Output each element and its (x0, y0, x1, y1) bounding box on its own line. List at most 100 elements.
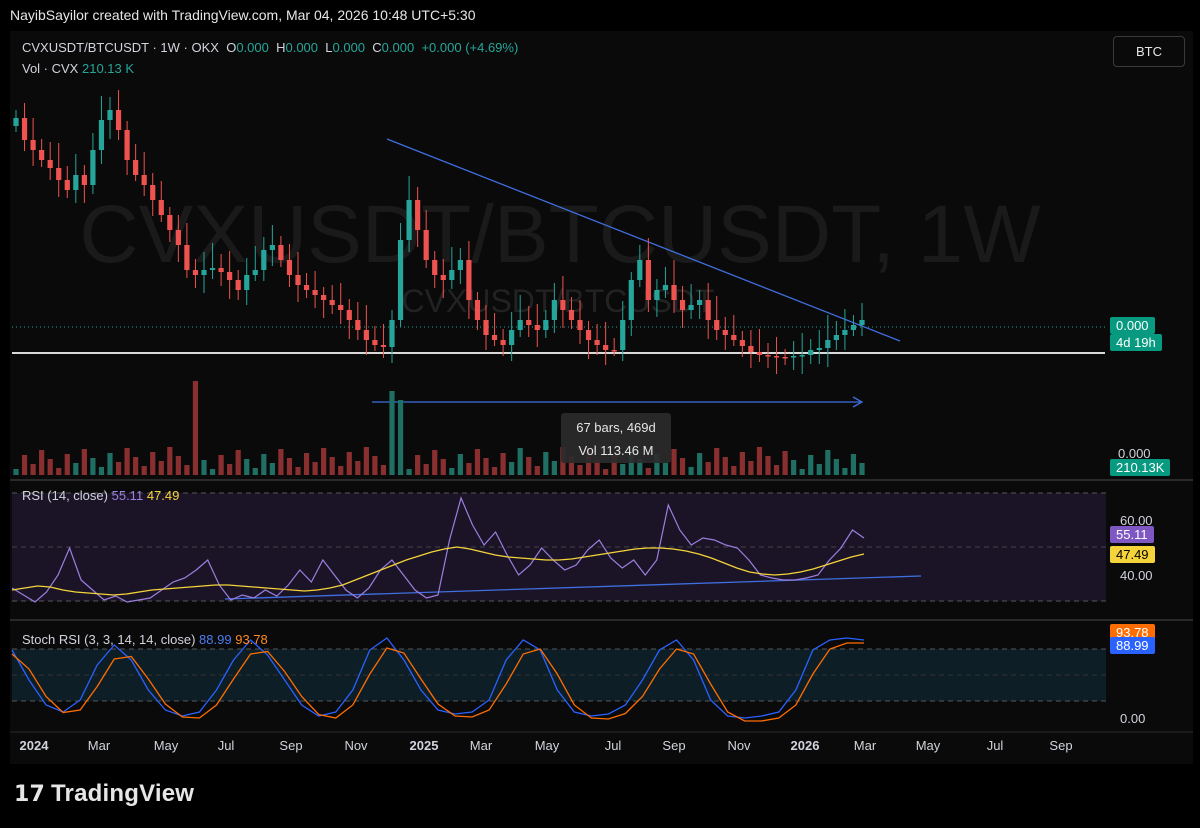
volume-bar (415, 455, 421, 475)
measure-arrowhead (852, 396, 864, 408)
candle-body (603, 345, 609, 350)
candle-body (645, 260, 651, 300)
volume-bar (355, 461, 361, 475)
tradingview-logo[interactable]: 𝟭𝟳 TradingView (14, 780, 194, 808)
close-label: C (372, 40, 382, 55)
measure-box (561, 413, 671, 463)
volume-bar (731, 466, 737, 475)
candle-body (201, 270, 207, 275)
volume-bar (201, 460, 207, 475)
candle-body (30, 140, 36, 150)
volume-bar (440, 459, 446, 475)
countdown-tag: 4d 19h (1110, 334, 1162, 351)
volume-bar (269, 463, 275, 475)
stoch-label[interactable]: Stoch RSI (3, 3, 14, 14, close) (22, 632, 196, 647)
measure-bars-text: 67 bars, 469d (576, 420, 656, 435)
candle-body (705, 300, 711, 320)
volume-bar (825, 450, 831, 475)
candle-body (150, 185, 156, 200)
watermark-small: CVXUSDT/BTCUSDT (402, 283, 715, 319)
volume-bar (39, 450, 45, 475)
candle-body (81, 175, 87, 185)
volume-bar (791, 460, 797, 475)
time-axis-label: 2024 (20, 738, 50, 753)
symbol-name[interactable]: CVXUSDT/BTCUSDT · 1W · OKX (22, 40, 219, 55)
volume-bar (184, 465, 190, 475)
time-axis-label: 2025 (410, 738, 439, 753)
candle-body (397, 240, 404, 320)
volume-bar (252, 468, 258, 475)
candle-body (406, 200, 412, 240)
candle-body (124, 130, 130, 160)
volume-bar (21, 455, 28, 475)
time-axis-label: May (154, 738, 179, 753)
volume-bar (714, 448, 720, 475)
volume-bar (372, 456, 378, 475)
volume-bar (654, 454, 660, 475)
volume-bar (534, 466, 540, 475)
volume-bar (466, 463, 472, 475)
high-label: H (276, 40, 286, 55)
volume-bar (603, 469, 609, 475)
stoch-d-tag: 93.78 (1110, 624, 1155, 641)
volume-bar (363, 447, 369, 475)
volume-bar (808, 455, 814, 475)
volume-bar (423, 464, 429, 475)
volume-bar (133, 457, 139, 475)
candle-body (13, 118, 19, 126)
candle-body (731, 335, 737, 340)
volume-bar (688, 467, 694, 475)
volume-bar (782, 451, 788, 475)
price-axis-zero: 0.000 (1118, 446, 1151, 461)
candle-body (372, 340, 378, 345)
volume-bar (235, 450, 241, 475)
volume-bar (192, 381, 199, 475)
volume-bar (799, 469, 805, 475)
time-axis[interactable]: 2024 Mar May Jul Sep Nov 2025 Mar May Jul Sep Nov 20… (20, 738, 1073, 753)
candle-body (107, 110, 113, 120)
rsi-label[interactable]: RSI (14, close) (22, 488, 108, 503)
volume-bar (90, 458, 96, 475)
low-value: 0.000 (332, 40, 366, 55)
descending-trendline[interactable] (386, 138, 901, 342)
candle-body (859, 320, 865, 325)
candle-body (235, 280, 241, 290)
volume-bar (509, 462, 515, 475)
candle-body (39, 150, 45, 160)
volume-bar (158, 461, 164, 475)
volume-bar (73, 463, 79, 475)
candle-body (90, 150, 96, 185)
time-axis-label: Jul (987, 738, 1004, 753)
time-axis-label: 2026 (791, 738, 820, 753)
chart-frame[interactable] (10, 31, 1193, 764)
stoch-k-line (11, 637, 865, 719)
candle-body (637, 260, 643, 280)
volume-label[interactable]: Vol · CVX (22, 61, 79, 76)
candle-body (175, 230, 181, 245)
volume-bar (286, 458, 293, 475)
attribution-text: NayibSayilor created with TradingView.co… (10, 7, 476, 23)
rsi-line (11, 496, 865, 603)
volume-bar (397, 400, 404, 475)
open-label: O (226, 40, 237, 55)
candle-body (577, 320, 583, 330)
currency-button[interactable]: BTC (1113, 36, 1185, 67)
candle-body (133, 160, 139, 175)
change-value: +0.000 (+4.69%) (421, 40, 519, 55)
candle-body (697, 300, 703, 305)
volume-bar (637, 459, 643, 475)
time-axis-label: Mar (88, 738, 111, 753)
rsi-trendline[interactable] (224, 575, 922, 600)
candle-body (474, 300, 481, 320)
volume-bar (141, 466, 147, 475)
chart-canvas[interactable]: CVXUSDT/BTCUSDT, 1W CVXUSDT/BTCUSDT 67 b… (0, 0, 1200, 764)
high-value: 0.000 (285, 40, 319, 55)
candle-body (739, 340, 745, 346)
volume-bar (739, 452, 745, 475)
symbol-legend: CVXUSDT/BTCUSDT · 1W · OKX O0.000 H0.000… (22, 40, 518, 55)
candle-body (115, 110, 122, 130)
volume-bar (577, 465, 583, 475)
volume-bar (671, 449, 677, 475)
candle-body (295, 275, 301, 285)
time-axis-label: Mar (470, 738, 493, 753)
